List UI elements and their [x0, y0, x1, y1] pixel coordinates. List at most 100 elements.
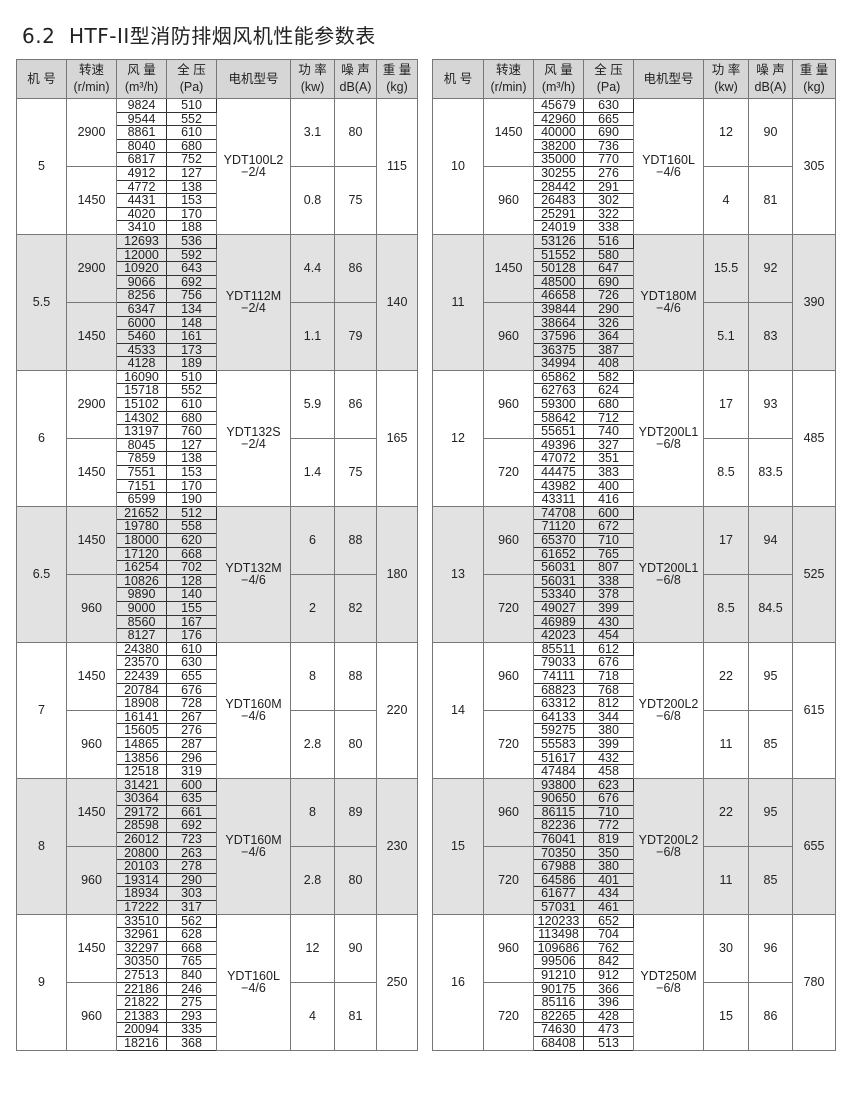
machine-no-cell: 15: [432, 777, 484, 915]
airflow-cell: 71120: [533, 519, 584, 534]
airflow-cell: 43311: [533, 492, 584, 507]
table-row: 18000 620: [17, 533, 418, 548]
header-machine-no: 机 号: [432, 59, 484, 99]
airflow-cell: 58642: [533, 410, 584, 426]
airflow-cell: 20103: [116, 859, 167, 874]
airflow-cell: 109686: [533, 940, 584, 956]
airflow-cell: 57031: [533, 900, 584, 915]
motor-model-line: YDT200L2: [638, 832, 699, 847]
pressure-cell: 600: [166, 777, 217, 793]
airflow-cell: 24019: [533, 220, 584, 235]
airflow-cell: 53340: [533, 587, 584, 602]
airflow-cell: 4128: [116, 356, 167, 371]
header-line: (kg): [386, 80, 408, 94]
airflow-cell: 21383: [116, 1008, 167, 1024]
speed-cell: 720: [483, 573, 534, 643]
machine-no-cell: 6: [16, 369, 67, 507]
pressure-cell: 401: [583, 872, 634, 888]
airflow-cell: 30350: [116, 954, 167, 969]
airflow-cell: 46989: [533, 614, 584, 630]
pressure-cell: 840: [166, 968, 217, 983]
machine-no-cell: 14: [432, 641, 484, 779]
airflow-cell: 19314: [116, 872, 167, 888]
airflow-cell: 18934: [116, 886, 167, 902]
motor-model-cell: YDT160L −4/6: [633, 98, 704, 235]
speed-cell: 720: [483, 709, 534, 779]
table-row: 90650 676: [433, 791, 836, 806]
airflow-cell: 33510: [116, 913, 167, 929]
header-line: 电机型号: [228, 71, 279, 86]
airflow-cell: 39844: [533, 301, 584, 317]
pressure-cell: 770: [583, 152, 634, 167]
pressure-cell: 676: [166, 682, 217, 698]
motor-model-cell: YDT200L1 −6/8: [633, 505, 704, 643]
pressure-cell: 768: [583, 682, 634, 698]
table-row: 61652 765: [433, 546, 836, 562]
airflow-cell: 82236: [533, 818, 584, 834]
airflow-cell: 18216: [116, 1035, 167, 1051]
table-row: 5 2900 9824 510 YDT100L2 −2/4 3.1 80 115: [16, 98, 418, 235]
motor-model-line: YDT200L1: [638, 560, 699, 575]
noise-cell: 95: [748, 641, 793, 711]
pressure-cell: 458: [583, 764, 634, 779]
pressure-cell: 690: [583, 125, 634, 140]
table-row: 37596 364: [433, 329, 836, 344]
airflow-cell: 8045: [116, 437, 167, 453]
airflow-cell: 47072: [533, 451, 584, 467]
table-row: 53340 378: [433, 587, 836, 602]
motor-model-cell: YDT250M −6/8: [633, 913, 704, 1051]
noise-cell: 83: [748, 301, 793, 371]
pressure-cell: 635: [166, 791, 217, 806]
header-line: 全 压: [177, 63, 206, 77]
speed-cell: 720: [483, 845, 534, 915]
pressure-cell: 702: [166, 560, 217, 575]
power-cell: 1.4: [290, 437, 335, 507]
machine-no-cell: 10: [432, 98, 484, 235]
power-cell: 4.4: [290, 233, 335, 303]
pressure-cell: 812: [583, 696, 634, 711]
airflow-cell: 74630: [533, 1022, 584, 1037]
table-row: 24019 338: [433, 220, 836, 235]
noise-cell: 81: [748, 165, 793, 235]
machine-no-cell: 16: [432, 913, 484, 1051]
airflow-cell: 7859: [116, 451, 167, 467]
table-row: 720 49396 327 8.5 83.5: [433, 437, 836, 507]
airflow-cell: 74708: [533, 505, 584, 521]
header-power: 功 率 (kw): [290, 59, 335, 99]
airflow-cell: 9890: [116, 587, 167, 602]
table-row: 960 20800 263 2.8 80: [17, 845, 418, 915]
pressure-cell: 643: [166, 261, 217, 276]
header-line: 电机型号: [643, 71, 694, 86]
airflow-cell: 36375: [533, 342, 584, 358]
table-row: 7 1450 24380 610 YDT160M −4/6 8 88 220: [16, 641, 418, 779]
power-cell: 0.8: [290, 165, 335, 235]
header-line: dB(A): [339, 80, 372, 94]
motor-model-line: −2/4: [241, 165, 266, 180]
table-row: 8560 167: [17, 614, 418, 630]
airflow-cell: 10826: [116, 573, 167, 589]
airflow-cell: 13856: [116, 750, 167, 766]
table-row: 1450 8045 127 1.4 75: [17, 437, 418, 507]
pressure-cell: 610: [166, 641, 217, 657]
pressure-cell: 293: [166, 1008, 217, 1024]
pressure-cell: 552: [166, 383, 217, 399]
pressure-cell: 378: [583, 587, 634, 602]
airflow-cell: 13197: [116, 424, 167, 439]
noise-cell: 80: [334, 709, 377, 779]
airflow-cell: 85116: [533, 995, 584, 1010]
power-cell: 30: [703, 913, 749, 983]
pressure-cell: 680: [166, 410, 217, 426]
power-cell: 12: [290, 913, 335, 983]
speed-cell: 960: [483, 301, 534, 371]
airflow-cell: 6000: [116, 315, 167, 331]
airflow-cell: 64133: [533, 709, 584, 725]
airflow-cell: 9824: [116, 98, 167, 113]
table-row: 91210 912: [433, 968, 836, 983]
header-weight: 重 量 (kg): [376, 59, 418, 99]
pressure-cell: 127: [166, 165, 217, 181]
noise-cell: 88: [334, 505, 377, 575]
pressure-cell: 628: [166, 927, 217, 942]
motor-model-line: −6/8: [656, 573, 681, 588]
table-row: 18216 368: [17, 1035, 418, 1051]
airflow-cell: 30364: [116, 791, 167, 806]
